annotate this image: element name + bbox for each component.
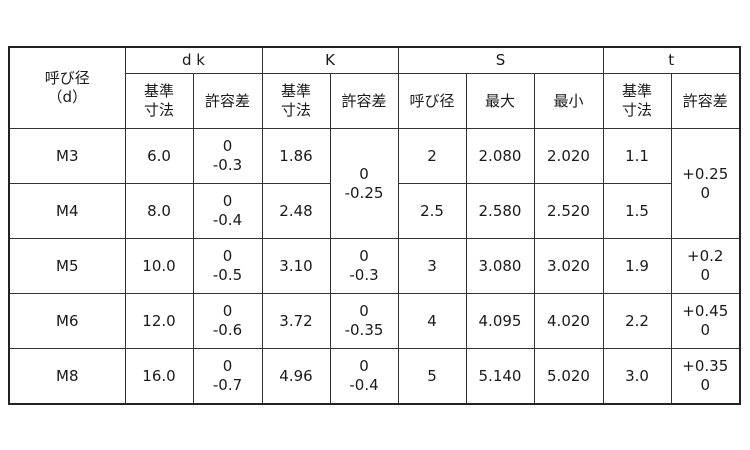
table-row: M6 12.0 0 -0.6 3.72 0 -0.35 4 4.095 4.020 …: [8, 293, 741, 349]
s-min-cell: 2.520: [533, 183, 604, 239]
t-tolerance-cell: +0.2 0: [670, 238, 741, 294]
s-min-cell: 4.020: [533, 293, 604, 349]
dk-tolerance-cell: 0 -0.3: [192, 128, 263, 184]
k-cell: 3.10: [261, 238, 331, 294]
header-dk-tolerance: 許容差: [192, 73, 263, 129]
s-max-cell: 3.080: [465, 238, 535, 294]
header-s-min: 最小: [533, 73, 604, 129]
s-max-cell: 2.580: [465, 183, 535, 239]
s-max-cell: 2.080: [465, 128, 535, 184]
header-k-tolerance: 許容差: [329, 73, 399, 129]
dk-cell: 6.0: [124, 128, 194, 184]
dk-cell: 12.0: [124, 293, 194, 349]
k-cell: 3.72: [261, 293, 331, 349]
t-cell: 3.0: [602, 348, 672, 405]
t-tolerance-cell: +0.35 0: [670, 348, 741, 405]
s-max-cell: 5.140: [465, 348, 535, 405]
k-cell: 1.86: [261, 128, 331, 184]
t-cell: 1.5: [602, 183, 672, 239]
size-cell: M6: [8, 293, 126, 349]
header-nominal: 呼び径 （d）: [8, 46, 126, 129]
t-cell: 2.2: [602, 293, 672, 349]
dimension-table: 呼び径 （d） d k K S t 基準 寸法 許容差 基準 寸法 許容差 呼び径 最…: [8, 46, 741, 405]
dk-tolerance-cell: 0 -0.6: [192, 293, 263, 349]
header-dk: d k: [124, 46, 263, 74]
s-min-cell: 5.020: [533, 348, 604, 405]
header-t: t: [602, 46, 741, 74]
t-cell: 1.9: [602, 238, 672, 294]
size-cell: M8: [8, 348, 126, 405]
t-cell: 1.1: [602, 128, 672, 184]
s-nominal-cell: 2: [397, 128, 467, 184]
header-k-basic: 基準 寸法: [261, 73, 331, 129]
header-t-tolerance: 許容差: [670, 73, 741, 129]
size-cell: M5: [8, 238, 126, 294]
k-tolerance-cell: 0 -0.25: [329, 128, 399, 239]
k-tolerance-cell: 0 -0.4: [329, 348, 399, 405]
dk-tolerance-cell: 0 -0.4: [192, 183, 263, 239]
k-cell: 4.96: [261, 348, 331, 405]
s-nominal-cell: 3: [397, 238, 467, 294]
header-k: K: [261, 46, 399, 74]
table-row: M8 16.0 0 -0.7 4.96 0 -0.4 5 5.140 5.020 3…: [8, 348, 741, 405]
s-nominal-cell: 5: [397, 348, 467, 405]
table-row: M4 8.0 0 -0.4 2.48 2.5 2.580 2.520 1.5: [8, 183, 740, 239]
dk-cell: 8.0: [124, 183, 194, 239]
t-tolerance-cell: +0.25 0: [670, 128, 741, 239]
header-row-2: 基準 寸法 許容差 基準 寸法 許容差 呼び径 最大 最小 基準 寸法 許容差: [9, 73, 741, 129]
dk-cell: 16.0: [124, 348, 194, 405]
k-tolerance-cell: 0 -0.3: [329, 238, 399, 294]
header-row-1: 呼び径 （d） d k K S t: [8, 46, 741, 129]
t-tolerance-cell: +0.45 0: [670, 293, 741, 349]
table-row: M5 10.0 0 -0.5 3.10 0 -0.3 3 3.080 3.020 1…: [8, 238, 741, 294]
dk-tolerance-cell: 0 -0.7: [192, 348, 263, 405]
dk-tolerance-cell: 0 -0.5: [192, 238, 263, 294]
size-cell: M3: [8, 128, 126, 184]
s-max-cell: 4.095: [465, 293, 535, 349]
header-t-basic: 基準 寸法: [602, 73, 672, 129]
s-min-cell: 2.020: [533, 128, 604, 184]
header-s-max: 最大: [465, 73, 535, 129]
table-row: M3 6.0 0 -0.3 1.86 0 -0.25 2 2.080 2.020 1…: [8, 128, 741, 239]
header-s-nominal: 呼び径: [397, 73, 467, 129]
k-cell: 2.48: [261, 183, 331, 239]
s-min-cell: 3.020: [533, 238, 604, 294]
size-cell: M4: [8, 183, 126, 239]
s-nominal-cell: 2.5: [397, 183, 467, 239]
header-s: S: [397, 46, 604, 74]
dk-cell: 10.0: [124, 238, 194, 294]
header-dk-basic: 基準 寸法: [124, 73, 194, 129]
s-nominal-cell: 4: [397, 293, 467, 349]
k-tolerance-cell: 0 -0.35: [329, 293, 399, 349]
